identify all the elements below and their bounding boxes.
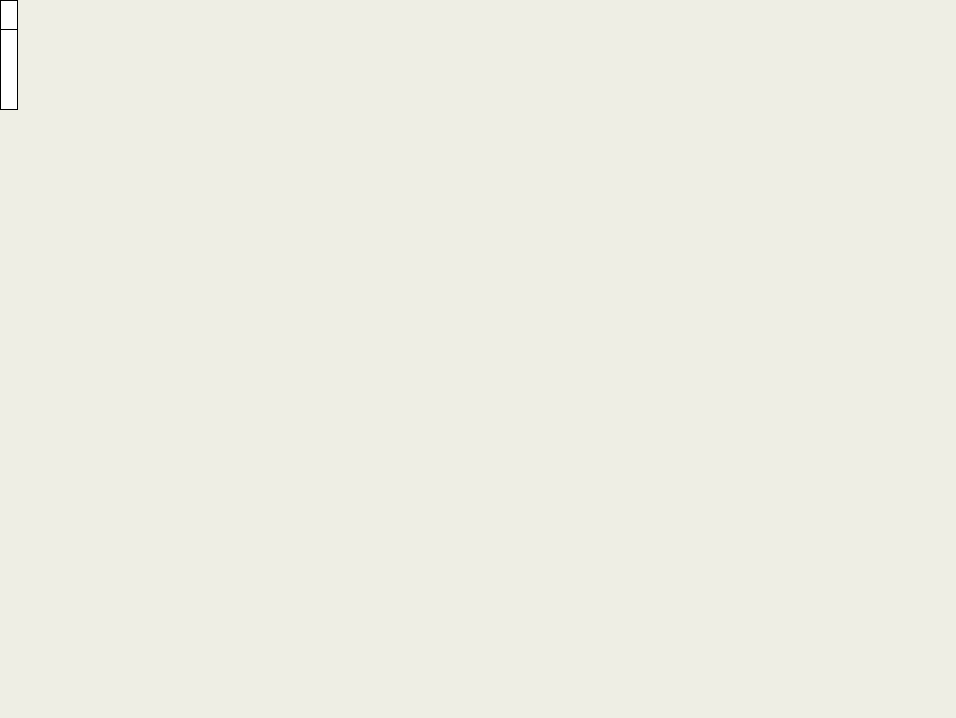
arrow-layer	[0, 0, 956, 718]
note-box	[0, 0, 18, 30]
